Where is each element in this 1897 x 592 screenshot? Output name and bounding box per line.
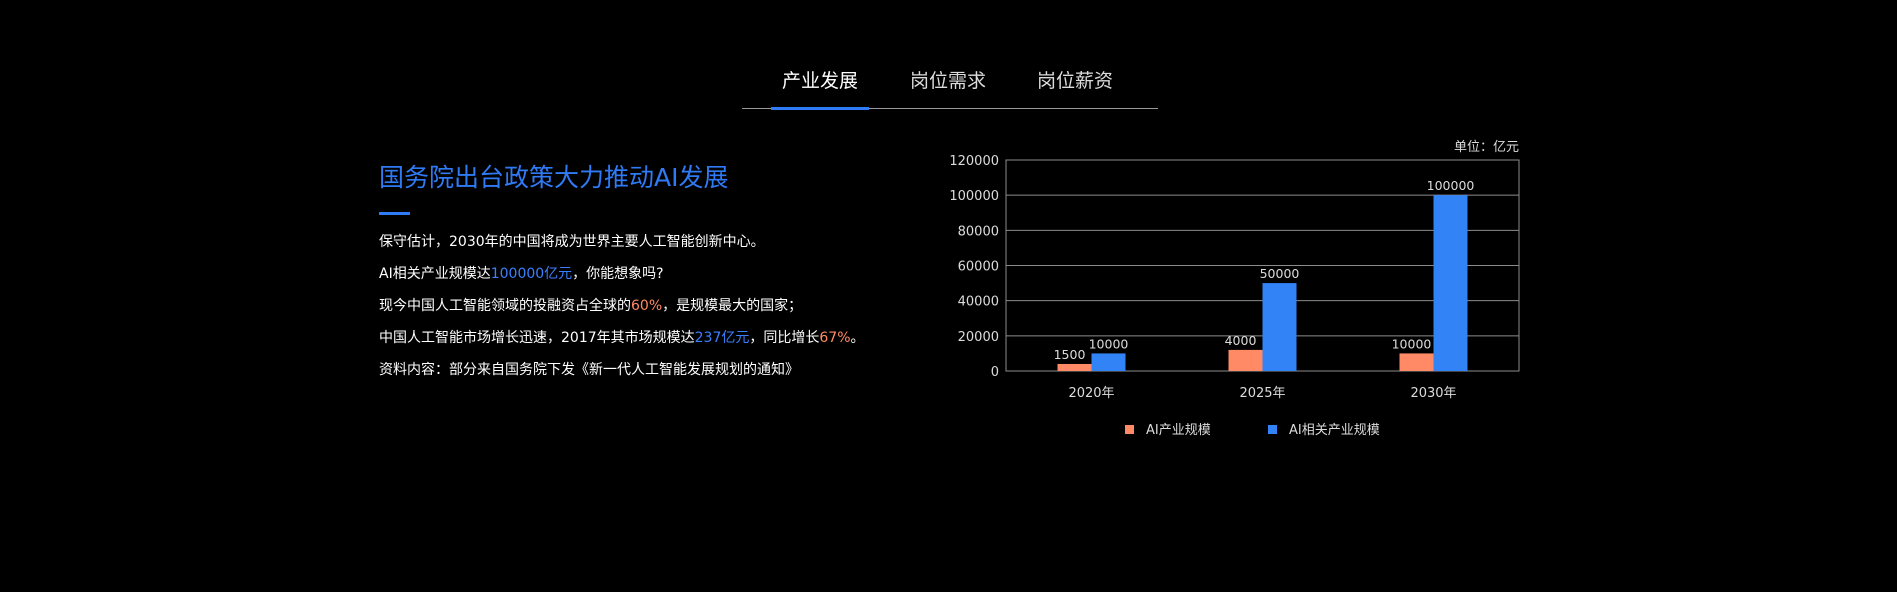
legend-label: AI产业规模: [1146, 423, 1211, 438]
data-label: 10000: [1089, 336, 1129, 351]
paragraph-text: 保守估计，2030年的中国将成为世界主要人工智能创新中心。: [379, 234, 765, 250]
legend-label: AI相关产业规模: [1289, 423, 1380, 438]
title-accent-bar: [379, 212, 410, 215]
paragraph-2: AI相关产业规模达100000亿元，你能想象吗?: [379, 263, 664, 283]
data-label: 1500: [1054, 347, 1086, 362]
y-tick-label: 60000: [958, 260, 999, 275]
bar-ai-related-industry: [1262, 283, 1297, 371]
legend-swatch: [1125, 425, 1134, 434]
paragraph-text: 资料内容：部分来自国务院下发《新一代人工智能发展规划的通知》: [379, 362, 799, 378]
data-label: 4000: [1225, 333, 1257, 348]
paragraph-text: 。: [850, 330, 865, 346]
bar-ai-industry: [1399, 353, 1434, 371]
legend-swatch: [1268, 425, 1277, 434]
data-label: 100000: [1427, 178, 1475, 193]
paragraph-1: 保守估计，2030年的中国将成为世界主要人工智能创新中心。: [379, 231, 765, 251]
paragraph-text: AI相关产业规模达: [379, 266, 491, 282]
y-tick-label: 80000: [958, 224, 999, 239]
y-tick-label: 120000: [949, 154, 999, 169]
highlight-text: 100000亿元: [490, 266, 573, 282]
tab-job-demand[interactable]: 岗位需求: [910, 70, 987, 92]
paragraph-3: 现今中国人工智能领域的投融资占全球的60%，是规模最大的国家；: [379, 295, 802, 315]
tab-bar: 产业发展 岗位需求 岗位薪资: [742, 58, 1158, 110]
bar-ai-related-industry: [1433, 195, 1468, 371]
y-tick-label: 0: [991, 365, 999, 380]
bar-ai-related-industry: [1091, 353, 1126, 371]
highlight-text: 67%: [819, 330, 851, 346]
highlight-text: 60%: [631, 298, 663, 314]
bar-ai-industry: [1057, 363, 1092, 371]
data-label: 50000: [1260, 266, 1300, 281]
y-tick-label: 20000: [958, 330, 999, 345]
paragraph-text: ，你能想象吗?: [572, 266, 664, 282]
paragraph-text: ，同比增长: [749, 330, 820, 346]
highlight-text: 237亿元: [694, 330, 750, 346]
paragraph-text: ，是规模最大的国家；: [662, 298, 803, 314]
y-tick-label: 100000: [949, 189, 999, 204]
paragraph-text: 现今中国人工智能领域的投融资占全球的: [379, 298, 631, 314]
x-tick-label: 2020年: [1068, 386, 1114, 401]
data-label: 10000: [1392, 336, 1432, 351]
tab-industry-development[interactable]: 产业发展: [782, 70, 859, 92]
paragraph-5: 资料内容：部分来自国务院下发《新一代人工智能发展规划的通知》: [379, 359, 799, 379]
bar-ai-industry: [1228, 349, 1263, 371]
active-tab-indicator: [771, 107, 869, 110]
unit-label: 单位：亿元: [1454, 140, 1519, 155]
x-tick-label: 2030年: [1410, 386, 1456, 401]
x-tick-label: 2025年: [1239, 386, 1285, 401]
section-title: 国务院出台政策大力推动AI发展: [379, 163, 729, 192]
y-tick-label: 40000: [958, 295, 999, 310]
paragraph-text: 中国人工智能市场增长迅速，2017年其市场规模达: [379, 330, 695, 346]
tab-job-salary[interactable]: 岗位薪资: [1037, 70, 1114, 92]
paragraph-4: 中国人工智能市场增长迅速，2017年其市场规模达237亿元，同比增长67%。: [379, 327, 865, 347]
